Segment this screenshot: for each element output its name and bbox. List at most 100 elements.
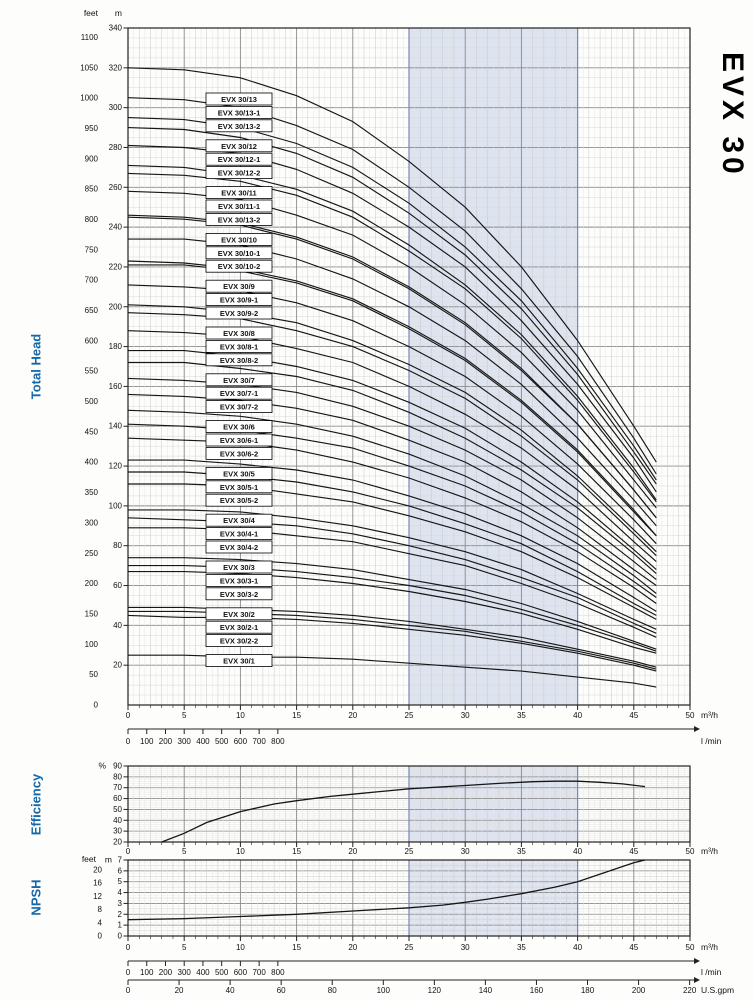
svg-text:45: 45 bbox=[629, 943, 638, 952]
svg-text:l /min: l /min bbox=[701, 967, 722, 977]
svg-text:35: 35 bbox=[517, 711, 526, 720]
svg-text:EVX 30/6: EVX 30/6 bbox=[223, 423, 255, 432]
svg-text:EVX 30/2: EVX 30/2 bbox=[223, 610, 255, 619]
svg-text:EVX 30/7: EVX 30/7 bbox=[223, 376, 255, 385]
svg-text:120: 120 bbox=[428, 986, 442, 995]
svg-text:300: 300 bbox=[178, 968, 192, 977]
svg-text:40: 40 bbox=[226, 986, 235, 995]
svg-text:100: 100 bbox=[85, 640, 99, 649]
svg-text:60: 60 bbox=[113, 794, 122, 803]
svg-text:1: 1 bbox=[118, 921, 123, 930]
svg-text:16: 16 bbox=[93, 879, 102, 888]
svg-text:600: 600 bbox=[234, 968, 248, 977]
svg-text:45: 45 bbox=[629, 847, 638, 856]
svg-text:40: 40 bbox=[573, 847, 582, 856]
svg-text:5: 5 bbox=[182, 943, 187, 952]
svg-text:40: 40 bbox=[573, 711, 582, 720]
svg-text:EVX 30/6-2: EVX 30/6-2 bbox=[220, 449, 258, 458]
svg-text:EVX 30/10: EVX 30/10 bbox=[221, 235, 257, 244]
svg-text:EVX 30/9: EVX 30/9 bbox=[223, 282, 255, 291]
svg-text:700: 700 bbox=[85, 276, 99, 285]
svg-text:EVX 30/8: EVX 30/8 bbox=[223, 329, 255, 338]
svg-text:80: 80 bbox=[113, 541, 122, 550]
svg-text:%: % bbox=[98, 761, 106, 771]
svg-text:160: 160 bbox=[530, 986, 544, 995]
svg-text:160: 160 bbox=[109, 382, 123, 391]
svg-text:320: 320 bbox=[109, 63, 123, 72]
svg-text:50: 50 bbox=[89, 670, 98, 679]
svg-text:750: 750 bbox=[85, 245, 99, 254]
svg-text:0: 0 bbox=[126, 711, 131, 720]
svg-text:400: 400 bbox=[196, 968, 210, 977]
svg-text:EVX 30/7-1: EVX 30/7-1 bbox=[220, 389, 258, 398]
svg-text:100: 100 bbox=[109, 501, 123, 510]
svg-text:800: 800 bbox=[271, 737, 285, 746]
svg-text:50: 50 bbox=[686, 847, 695, 856]
svg-text:EVX 30/13-2: EVX 30/13-2 bbox=[218, 215, 261, 224]
svg-text:15: 15 bbox=[292, 943, 301, 952]
svg-text:200: 200 bbox=[632, 986, 646, 995]
svg-text:EVX 30/11-1: EVX 30/11-1 bbox=[218, 202, 260, 211]
svg-text:EVX 30/2-1: EVX 30/2-1 bbox=[220, 623, 258, 632]
svg-text:EVX 30/13: EVX 30/13 bbox=[221, 95, 257, 104]
svg-text:30: 30 bbox=[461, 943, 470, 952]
svg-text:800: 800 bbox=[85, 215, 99, 224]
svg-text:10: 10 bbox=[236, 711, 245, 720]
svg-text:850: 850 bbox=[85, 185, 99, 194]
svg-text:5: 5 bbox=[182, 711, 187, 720]
svg-text:700: 700 bbox=[252, 737, 266, 746]
svg-text:m: m bbox=[115, 8, 122, 18]
svg-text:80: 80 bbox=[328, 986, 337, 995]
svg-text:220: 220 bbox=[683, 986, 697, 995]
svg-text:m: m bbox=[105, 855, 112, 865]
svg-text:80: 80 bbox=[113, 772, 122, 781]
svg-text:40: 40 bbox=[113, 621, 122, 630]
svg-text:500: 500 bbox=[215, 737, 229, 746]
svg-text:EVX 30/13-1: EVX 30/13-1 bbox=[218, 108, 261, 117]
svg-text:30: 30 bbox=[461, 711, 470, 720]
svg-text:l /min: l /min bbox=[701, 736, 722, 746]
svg-text:120: 120 bbox=[109, 462, 123, 471]
svg-text:EVX 30/10-2: EVX 30/10-2 bbox=[218, 262, 261, 271]
svg-text:U.S.gpm: U.S.gpm bbox=[701, 985, 734, 995]
svg-text:0: 0 bbox=[126, 943, 131, 952]
svg-text:50: 50 bbox=[113, 805, 122, 814]
svg-text:180: 180 bbox=[109, 342, 123, 351]
svg-text:4: 4 bbox=[98, 918, 103, 927]
svg-text:800: 800 bbox=[271, 968, 285, 977]
svg-text:EVX 30/4-1: EVX 30/4-1 bbox=[220, 530, 258, 539]
svg-text:150: 150 bbox=[85, 609, 99, 618]
svg-text:EVX 30/3: EVX 30/3 bbox=[223, 563, 255, 572]
svg-text:7: 7 bbox=[118, 856, 123, 865]
svg-text:400: 400 bbox=[196, 737, 210, 746]
svg-text:550: 550 bbox=[85, 367, 99, 376]
svg-text:0: 0 bbox=[126, 847, 131, 856]
svg-text:240: 240 bbox=[109, 223, 123, 232]
svg-text:20: 20 bbox=[113, 838, 122, 847]
svg-text:EVX 30/3-1: EVX 30/3-1 bbox=[220, 576, 258, 585]
svg-text:70: 70 bbox=[113, 783, 122, 792]
svg-text:30: 30 bbox=[113, 827, 122, 836]
svg-text:200: 200 bbox=[85, 579, 99, 588]
svg-text:260: 260 bbox=[109, 183, 123, 192]
svg-text:EVX 30/5: EVX 30/5 bbox=[223, 469, 255, 478]
svg-text:35: 35 bbox=[517, 943, 526, 952]
svg-text:300: 300 bbox=[109, 103, 123, 112]
svg-text:60: 60 bbox=[277, 986, 286, 995]
svg-text:100: 100 bbox=[377, 986, 391, 995]
svg-text:10: 10 bbox=[236, 847, 245, 856]
svg-text:8: 8 bbox=[98, 905, 103, 914]
svg-text:0: 0 bbox=[126, 968, 131, 977]
svg-text:EVX 30/5-2: EVX 30/5-2 bbox=[220, 496, 258, 505]
svg-text:20: 20 bbox=[175, 986, 184, 995]
svg-text:200: 200 bbox=[109, 302, 123, 311]
svg-text:feet: feet bbox=[84, 8, 99, 18]
svg-text:5: 5 bbox=[182, 847, 187, 856]
svg-text:EVX 30/6-1: EVX 30/6-1 bbox=[220, 436, 258, 445]
svg-text:15: 15 bbox=[292, 711, 301, 720]
svg-text:140: 140 bbox=[109, 422, 123, 431]
svg-text:200: 200 bbox=[159, 737, 173, 746]
svg-text:50: 50 bbox=[686, 943, 695, 952]
svg-text:25: 25 bbox=[405, 847, 414, 856]
